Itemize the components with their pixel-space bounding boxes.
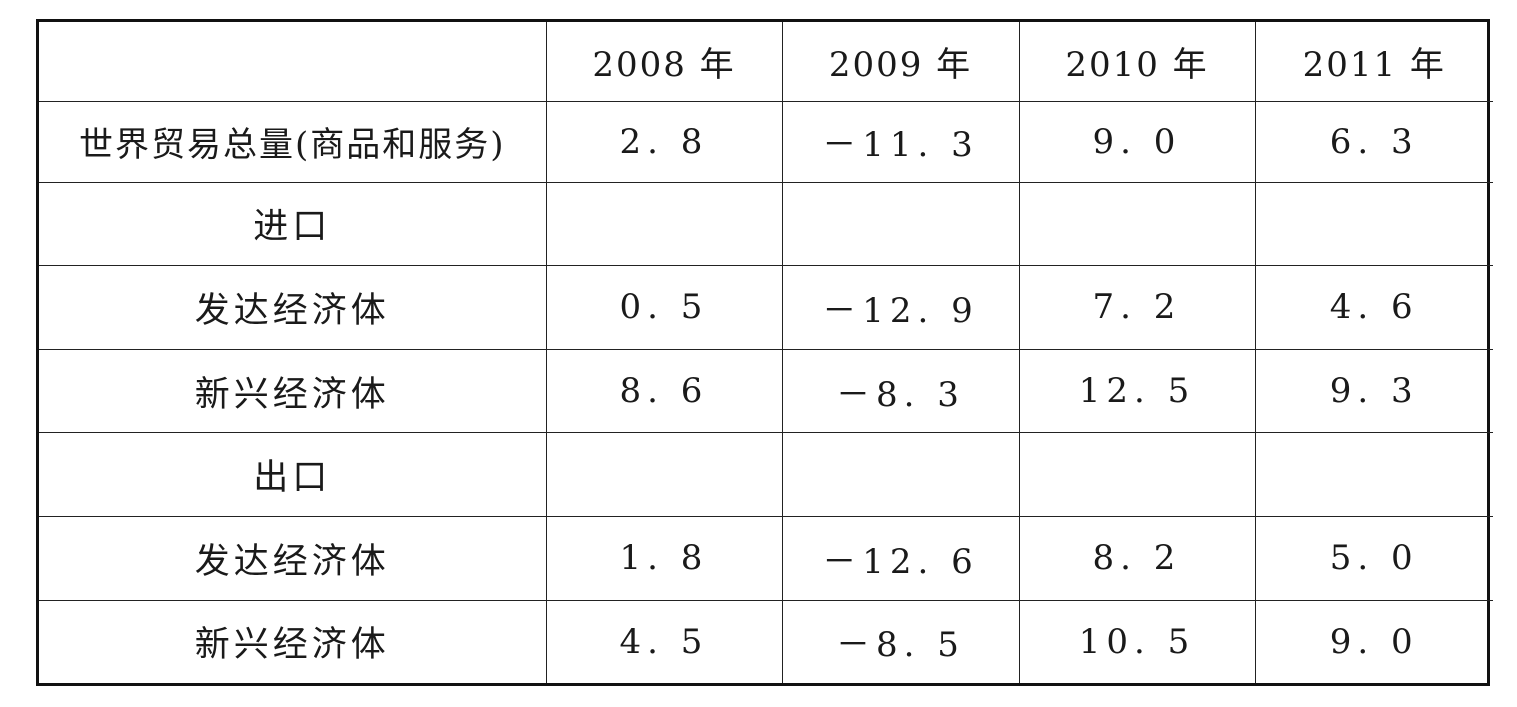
row-label: 世界贸易总量(商品和服务) bbox=[39, 101, 547, 183]
value-cell: 9. 3 bbox=[1254, 348, 1493, 434]
value-cell: 8. 6 bbox=[545, 348, 783, 434]
value-cell: －12. 9 bbox=[781, 265, 1020, 350]
value-cell: 9. 0 bbox=[1254, 599, 1493, 683]
row-label: 发达经济体 bbox=[39, 516, 547, 601]
value-cell bbox=[545, 181, 783, 267]
value-cell: －8. 3 bbox=[781, 348, 1020, 434]
header-year-2008: 2008 年 bbox=[545, 22, 783, 103]
row-label: 进口 bbox=[39, 181, 547, 267]
value-cell: －11. 3 bbox=[781, 101, 1020, 183]
table-row: 世界贸易总量(商品和服务) 2. 8 －11. 3 9. 0 6. 3 bbox=[39, 101, 1493, 183]
row-label: 新兴经济体 bbox=[39, 348, 547, 434]
value-cell: －8. 5 bbox=[781, 599, 1020, 683]
value-cell: 8. 2 bbox=[1018, 516, 1256, 601]
table-row: 新兴经济体 4. 5 －8. 5 10. 5 9. 0 bbox=[39, 599, 1493, 683]
value-cell bbox=[1254, 181, 1493, 267]
value-cell: 2. 8 bbox=[545, 101, 783, 183]
value-cell bbox=[781, 432, 1020, 518]
value-cell bbox=[1018, 181, 1256, 267]
value-cell: 6. 3 bbox=[1254, 101, 1493, 183]
header-row: 2008 年 2009 年 2010 年 2011 年 bbox=[39, 22, 1493, 103]
row-label: 发达经济体 bbox=[39, 265, 547, 350]
value-cell: 10. 5 bbox=[1018, 599, 1256, 683]
trade-growth-table-frame: 2008 年 2009 年 2010 年 2011 年 世界贸易总量(商品和服务… bbox=[36, 19, 1493, 686]
row-label: 出口 bbox=[39, 432, 547, 518]
table-row: 新兴经济体 8. 6 －8. 3 12. 5 9. 3 bbox=[39, 348, 1493, 434]
table-row: 进口 bbox=[39, 181, 1493, 267]
value-cell: 4. 6 bbox=[1254, 265, 1493, 350]
table-row: 出口 bbox=[39, 432, 1493, 518]
value-cell: 5. 0 bbox=[1254, 516, 1493, 601]
header-year-2011: 2011 年 bbox=[1254, 22, 1493, 103]
value-cell: 7. 2 bbox=[1018, 265, 1256, 350]
value-cell bbox=[781, 181, 1020, 267]
header-year-2010: 2010 年 bbox=[1018, 22, 1256, 103]
value-cell: 1. 8 bbox=[545, 516, 783, 601]
value-cell: 9. 0 bbox=[1018, 101, 1256, 183]
trade-growth-table: 2008 年 2009 年 2010 年 2011 年 世界贸易总量(商品和服务… bbox=[39, 22, 1493, 683]
table-row: 发达经济体 0. 5 －12. 9 7. 2 4. 6 bbox=[39, 265, 1493, 350]
header-year-2009: 2009 年 bbox=[781, 22, 1020, 103]
row-label: 新兴经济体 bbox=[39, 599, 547, 683]
table-row: 发达经济体 1. 8 －12. 6 8. 2 5. 0 bbox=[39, 516, 1493, 601]
value-cell bbox=[545, 432, 783, 518]
value-cell bbox=[1254, 432, 1493, 518]
value-cell bbox=[1018, 432, 1256, 518]
value-cell: 4. 5 bbox=[545, 599, 783, 683]
value-cell: －12. 6 bbox=[781, 516, 1020, 601]
value-cell: 12. 5 bbox=[1018, 348, 1256, 434]
value-cell: 0. 5 bbox=[545, 265, 783, 350]
header-corner-cell bbox=[39, 22, 547, 103]
